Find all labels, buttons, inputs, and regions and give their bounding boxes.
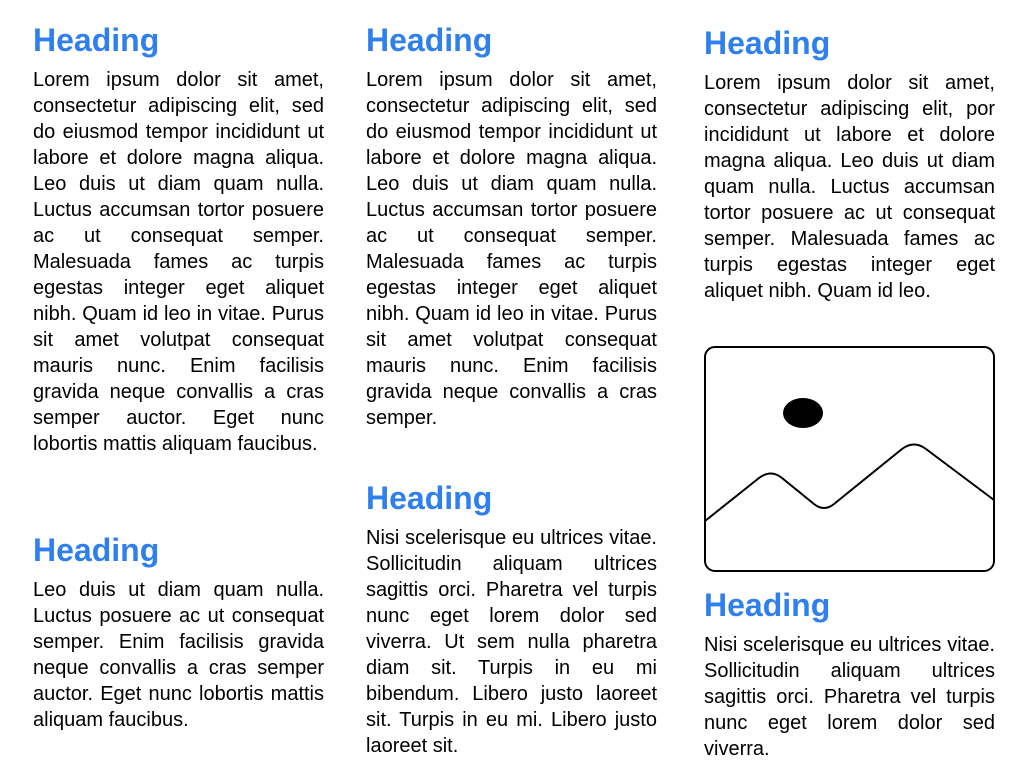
section: Heading Nisi scelerisque eu ultrices vit… — [366, 479, 657, 759]
section: Heading Lorem ipsum dolor sit amet, cons… — [366, 21, 657, 431]
section: Heading Lorem ipsum dolor sit amet, cons… — [33, 21, 324, 457]
section: Heading Lorem ipsum dolor sit amet, cons… — [704, 24, 995, 304]
image-placeholder-icon — [704, 346, 995, 572]
section-heading: Heading — [366, 480, 493, 516]
section-body: Lorem ipsum dolor sit amet, consectetur … — [33, 69, 324, 455]
section-heading: Heading — [704, 25, 831, 61]
section: Heading Leo duis ut diam quam nulla. Luc… — [33, 531, 324, 733]
section-body: Leo duis ut diam quam nulla. Luctus posu… — [33, 579, 324, 731]
section-heading: Heading — [366, 22, 493, 58]
section-body: Lorem ipsum dolor sit amet, consectetur … — [366, 69, 657, 429]
section-body: Nisi scelerisque eu ultrices vitae. Soll… — [366, 527, 657, 757]
section-heading: Heading — [33, 22, 160, 58]
section-heading: Heading — [704, 587, 831, 623]
section: Heading Nisi scelerisque eu ultrices vit… — [704, 586, 995, 762]
section-body: Lorem ipsum dolor sit amet, consectetur … — [704, 72, 995, 302]
section-heading: Heading — [33, 532, 160, 568]
section-body: Nisi scelerisque eu ultrices vitae. Soll… — [704, 634, 995, 760]
